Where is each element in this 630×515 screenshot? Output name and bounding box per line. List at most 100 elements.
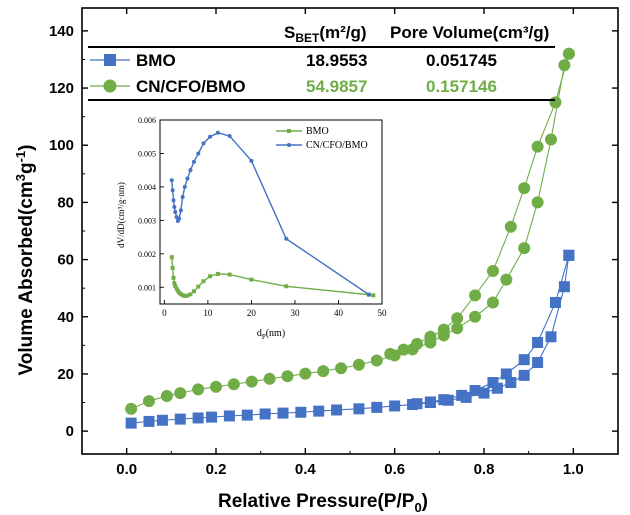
cn-cfo-bmo-adsorption-point bbox=[352, 358, 365, 371]
bmo-desorption-point bbox=[500, 368, 512, 380]
inset-bmo-point bbox=[215, 271, 220, 276]
cn-cfo-bmo-desorption-point bbox=[411, 337, 423, 350]
x-tick-label: 0.0 bbox=[116, 461, 137, 478]
bmo-desorption-point bbox=[411, 398, 423, 410]
y-tick-label: 120 bbox=[49, 80, 74, 97]
inset-bmo-point bbox=[188, 292, 193, 297]
inset-cn-cfo-bmo-point bbox=[201, 141, 206, 146]
inset-bmo-point bbox=[171, 275, 176, 280]
inset-cn-cfo-bmo-point bbox=[169, 178, 174, 183]
bmo-desorption-point bbox=[518, 354, 530, 366]
cn-cfo-bmo-adsorption-point bbox=[451, 322, 464, 335]
cn-cfo-bmo-adsorption-point bbox=[370, 354, 383, 367]
cn-cfo-bmo-adsorption-point bbox=[500, 273, 513, 286]
y-axis-label-sup2: -1 bbox=[13, 151, 28, 163]
main-series bbox=[125, 47, 575, 429]
inset-cn-cfo-bmo-point bbox=[249, 158, 254, 163]
x-axis-label-subscript: 0 bbox=[414, 500, 421, 515]
bmo-adsorption-point bbox=[259, 408, 271, 420]
cn-cfo-bmo-adsorption-point bbox=[299, 367, 312, 380]
bmo-desorption-point bbox=[563, 249, 575, 261]
bmo-desorption-point bbox=[549, 296, 561, 308]
inset-bmo-point bbox=[371, 293, 376, 298]
cn-cfo-bmo-adsorption-point bbox=[210, 380, 222, 393]
x-tick-label: 0.6 bbox=[384, 461, 405, 478]
bmo-adsorption-point bbox=[389, 400, 401, 412]
bmo-adsorption-point bbox=[143, 415, 155, 427]
bmo-desorption-point bbox=[532, 337, 544, 348]
table-row-bmo-swatch-marker bbox=[104, 54, 116, 66]
inset-y-tick-label: 0.005 bbox=[138, 149, 156, 158]
bmo-adsorption-point bbox=[532, 357, 544, 369]
inset-x-tick-label: 20 bbox=[247, 308, 257, 318]
y-tick-label: 60 bbox=[57, 252, 74, 269]
cn-cfo-bmo-desorption-point bbox=[486, 265, 499, 278]
table-row-bmo-name: BMO bbox=[136, 51, 176, 70]
inset-cn-cfo-bmo-point bbox=[284, 236, 289, 241]
inset-cn-cfo-bmo-point bbox=[182, 184, 187, 189]
inset-x-tick-label: 40 bbox=[334, 308, 344, 318]
inset-cn-cfo-bmo-point bbox=[366, 292, 371, 297]
bmo-adsorption-point bbox=[192, 412, 204, 424]
bmo-desorption-point bbox=[456, 389, 468, 401]
y-axis-label-sup1: 3 bbox=[13, 174, 28, 181]
inset-x-tick-label: 0 bbox=[162, 308, 167, 318]
inset-cn-cfo-bmo-point bbox=[227, 134, 232, 139]
x-tick-label: 0.8 bbox=[474, 461, 495, 478]
inset-cn-cfo-bmo-point bbox=[191, 159, 196, 164]
inset-bmo-point bbox=[249, 277, 254, 282]
bmo-adsorption-point bbox=[174, 413, 186, 425]
inset-series bbox=[169, 130, 376, 298]
inset-cn-cfo-bmo-point bbox=[215, 130, 220, 135]
cn-cfo-bmo-adsorption-point bbox=[281, 370, 294, 383]
x-tick-label: 0.4 bbox=[295, 461, 317, 478]
cn-cfo-bmo-desorption-point bbox=[518, 182, 531, 195]
inset-y-tick-label: 0.001 bbox=[138, 283, 156, 292]
bmo-desorption-point bbox=[424, 396, 436, 408]
inset-y-tick-label: 0.003 bbox=[138, 216, 156, 225]
y-tick-label: 40 bbox=[57, 309, 74, 326]
cn-cfo-bmo-desorption-point bbox=[531, 140, 544, 153]
bmo-adsorption-point bbox=[206, 411, 218, 423]
cn-cfo-bmo-adsorption-point bbox=[518, 242, 531, 255]
inset-cn-cfo-bmo-point bbox=[177, 216, 182, 221]
cn-cfo-bmo-adsorption-point bbox=[143, 395, 155, 408]
inset-legend-swatch-marker bbox=[287, 143, 291, 147]
inset-bmo-point bbox=[208, 274, 213, 279]
x-tick-label: 0.2 bbox=[206, 461, 227, 478]
table-header-pore: Pore Volume(cm³/g) bbox=[390, 23, 549, 42]
inset-bmo-point bbox=[284, 284, 289, 289]
y-tick-label: 80 bbox=[57, 194, 74, 211]
table-row-cn-sbet: 54.9857 bbox=[306, 77, 367, 96]
inset-x-axis-label-unit: (nm) bbox=[266, 328, 285, 339]
inset-legend: BMO CN/CFO/BMO bbox=[276, 126, 368, 151]
inset-cn-cfo-bmo-point bbox=[180, 194, 185, 199]
cn-cfo-bmo-adsorption-point bbox=[531, 196, 544, 209]
inset-plot-border bbox=[159, 119, 383, 305]
cn-cfo-bmo-adsorption-line bbox=[130, 53, 570, 410]
inset-cn-cfo-bmo-point bbox=[178, 208, 183, 213]
cn-cfo-bmo-desorption-point bbox=[424, 330, 437, 343]
cn-cfo-bmo-adsorption-point bbox=[263, 372, 276, 385]
bmo-adsorption-point bbox=[545, 331, 557, 343]
y-tick-label: 20 bbox=[57, 366, 74, 383]
x-tick-label: 1.0 bbox=[563, 461, 584, 478]
cn-cfo-bmo-adsorption-point bbox=[192, 383, 205, 396]
inset-bmo-point bbox=[174, 286, 179, 291]
inset-bmo-point bbox=[227, 272, 232, 277]
inset-plot-frame bbox=[159, 119, 383, 305]
inset-bmo-point bbox=[182, 293, 187, 298]
y-axis-label-mid: g bbox=[16, 162, 37, 174]
inset-x-axis-label: dP(nm) bbox=[257, 328, 285, 341]
inset-ticks: 0 10 20 30 40 50 0.001 0.002 0.003 0.004 0.005 0.00… bbox=[138, 116, 387, 318]
inset-y-tick-label: 0.004 bbox=[138, 183, 156, 192]
cn-cfo-bmo-desorption-point bbox=[397, 343, 410, 356]
inset-y-tick-label: 0.006 bbox=[138, 116, 156, 125]
inset-cn-cfo-bmo-point bbox=[188, 168, 193, 173]
inset-x-tick-label: 30 bbox=[290, 308, 300, 318]
bmo-adsorption-point bbox=[241, 409, 253, 421]
table-header-sbet-sub: BET bbox=[295, 31, 320, 45]
